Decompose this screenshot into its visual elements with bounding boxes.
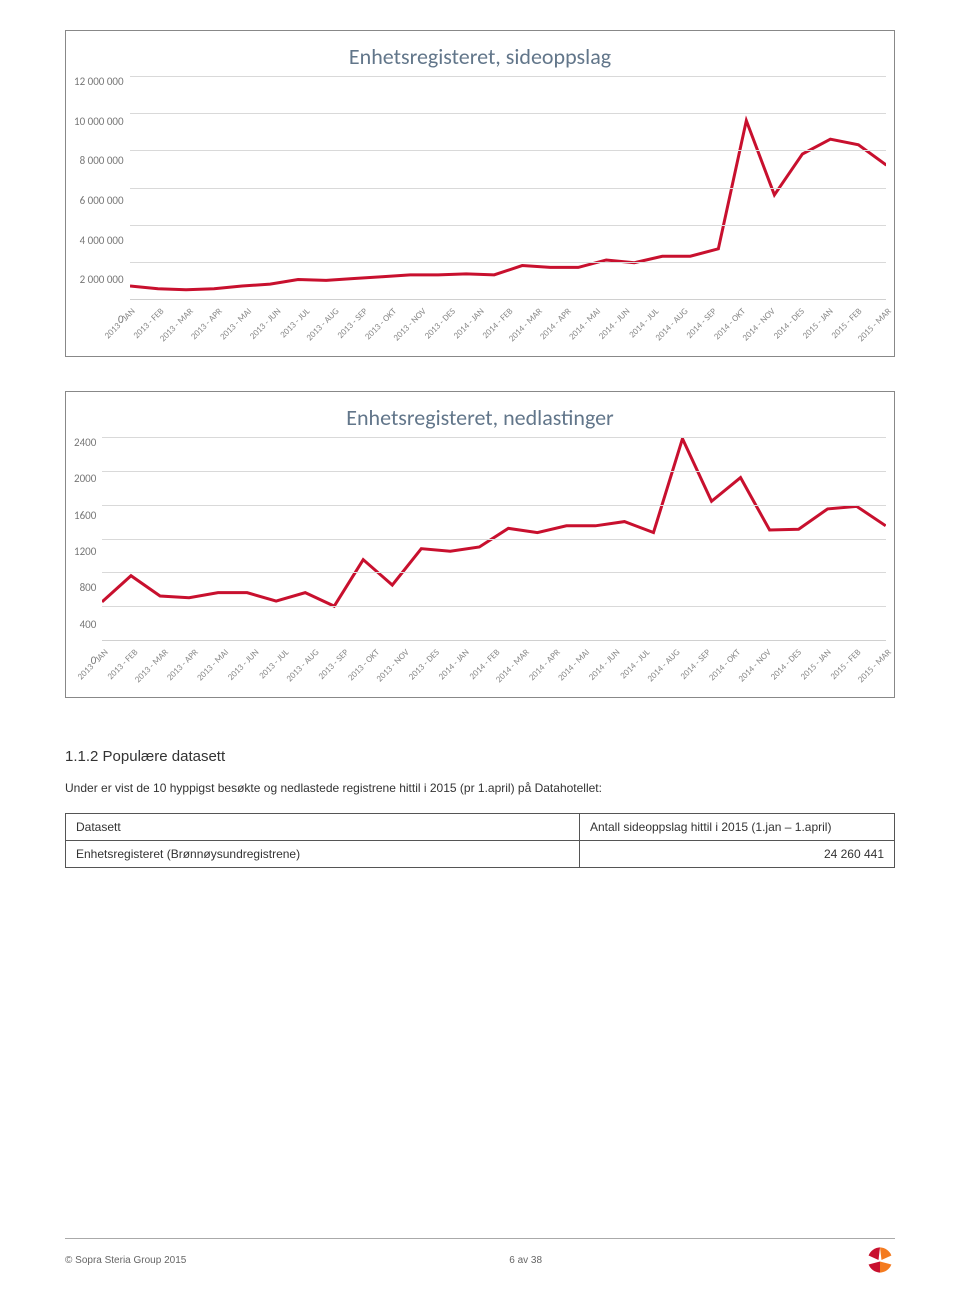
- table-header-row: Datasett Antall sideoppslag hittil i 201…: [66, 814, 895, 841]
- page-footer: © Sopra Steria Group 2015 6 av 38: [65, 1238, 895, 1275]
- section-number: 1.1.2: [65, 748, 98, 765]
- sopra-steria-logo-icon: [865, 1245, 895, 1275]
- x-axis-labels: 2013 - JAN2013 - FEB2013 - MAR2013 - APR…: [102, 641, 886, 691]
- table-cell: 24 260 441: [579, 841, 894, 868]
- section-text: Under er vist de 10 hyppigst besøkte og …: [65, 779, 895, 797]
- x-axis-labels: 2013 - JAN2013 - FEB2013 - MAR2013 - APR…: [130, 300, 886, 350]
- chart-plot: [130, 76, 886, 300]
- table-header-cell: Antall sideoppslag hittil i 2015 (1.jan …: [579, 814, 894, 841]
- table-cell: Enhetsregisteret (Brønnøysundregistrene): [66, 841, 580, 868]
- y-axis-labels: 12 000 00010 000 0008 000 0006 000 0004 …: [74, 76, 130, 350]
- chart-title: Enhetsregisteret, sideoppslag: [74, 43, 886, 70]
- section-title: Populære datasett: [103, 748, 226, 765]
- chart-sideoppslag: Enhetsregisteret, sideoppslag 12 000 000…: [65, 30, 895, 357]
- chart-plot: [102, 437, 886, 641]
- footer-page-number: 6 av 38: [509, 1255, 542, 1266]
- table-row: Enhetsregisteret (Brønnøysundregistrene)…: [66, 841, 895, 868]
- footer-copyright: © Sopra Steria Group 2015: [65, 1255, 186, 1266]
- chart-title: Enhetsregisteret, nedlastinger: [74, 404, 886, 431]
- table-header-cell: Datasett: [66, 814, 580, 841]
- dataset-table: Datasett Antall sideoppslag hittil i 201…: [65, 813, 895, 868]
- chart-nedlastinger: Enhetsregisteret, nedlastinger 240020001…: [65, 391, 895, 698]
- section-heading: 1.1.2 Populære datasett: [65, 748, 895, 765]
